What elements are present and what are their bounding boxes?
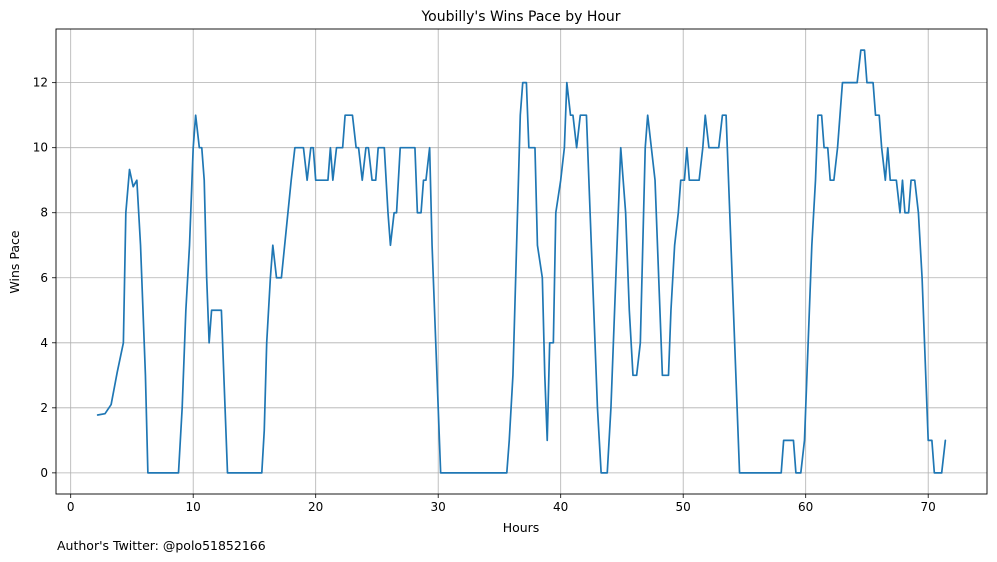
x-tick-label: 20 [308,500,323,514]
y-axis-label: Wins Pace [7,230,22,293]
x-tick-label: 70 [921,500,936,514]
grid [56,29,987,494]
author-credit: Author's Twitter: @polo51852166 [57,538,266,553]
x-tick-label: 50 [676,500,691,514]
y-tick-label: 0 [40,466,48,480]
y-tick-label: 12 [33,76,48,90]
series-line [96,49,947,474]
axis-ticks: 0 10 20 30 40 50 60 70 0 2 4 6 8 10 12 [33,76,936,514]
x-tick-label: 40 [553,500,568,514]
y-tick-label: 8 [40,206,48,220]
series-line-group [96,49,947,474]
y-tick-label: 4 [40,336,48,350]
y-tick-label: 2 [40,401,48,415]
chart-title: Youbilly's Wins Pace by Hour [420,9,620,25]
y-tick-label: 6 [40,271,48,285]
x-tick-label: 60 [798,500,813,514]
x-tick-label: 0 [67,500,75,514]
x-axis-label: Hours [503,520,540,535]
x-tick-label: 30 [431,500,446,514]
x-tick-label: 10 [186,500,201,514]
plot-frame [55,28,988,495]
y-tick-label: 10 [33,141,48,155]
